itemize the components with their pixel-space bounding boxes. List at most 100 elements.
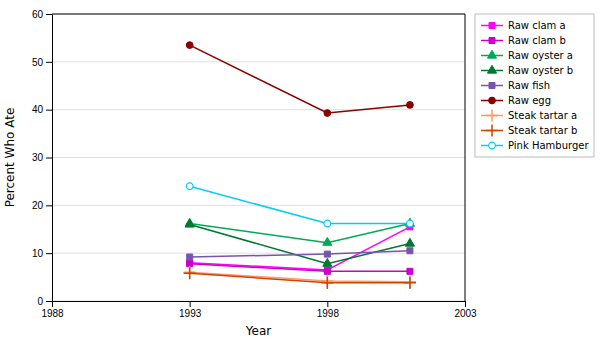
tick: 1988 — [41, 301, 64, 319]
point — [407, 101, 414, 108]
point — [405, 238, 414, 246]
series-line — [190, 224, 410, 243]
tick: 2003 — [454, 301, 477, 319]
legend-frame — [475, 14, 594, 157]
grid-line — [52, 253, 465, 254]
legend-symbol — [489, 23, 495, 29]
frame — [52, 14, 465, 15]
tick-mark — [465, 301, 466, 307]
tick-label: 1993 — [179, 308, 202, 319]
legend-item: Pink Hamburger — [481, 140, 589, 151]
point — [407, 268, 413, 274]
point — [185, 218, 194, 226]
point — [185, 219, 194, 227]
tick-label: 0 — [37, 296, 43, 307]
legend-symbol — [487, 50, 496, 58]
tick: 60 — [32, 9, 52, 20]
tick-mark — [46, 158, 52, 159]
series-line — [190, 45, 410, 113]
series-line — [190, 272, 410, 282]
legend-label: Raw clam b — [508, 35, 566, 46]
point — [404, 277, 416, 289]
point — [187, 260, 193, 266]
tick-mark — [46, 253, 52, 254]
tick-label: 50 — [32, 57, 44, 68]
point — [323, 258, 332, 266]
grid-line — [52, 61, 465, 62]
point — [321, 277, 333, 289]
series-line — [190, 251, 410, 257]
legend-item: Raw clam b — [481, 35, 566, 46]
legend-item: Raw oyster a — [481, 50, 573, 61]
y-axis: 0 10 20 30 40 50 60 — [32, 9, 53, 307]
point — [405, 218, 414, 226]
chart: 1988 1993 1998 2003 0 10 20 30 40 50 60 Year Percent… — [0, 0, 600, 343]
axis-line — [46, 15, 53, 302]
axis-line — [53, 302, 466, 308]
tick-mark — [46, 205, 52, 206]
series-line — [190, 273, 410, 283]
point — [404, 276, 416, 288]
point — [323, 237, 332, 245]
tick-label: 20 — [32, 200, 44, 211]
tick: 1998 — [317, 301, 340, 319]
legend-label: Steak tartar a — [508, 110, 577, 121]
x-axis-title: Year — [245, 324, 271, 338]
point — [187, 254, 193, 260]
grid — [52, 14, 465, 301]
grid-line — [52, 157, 465, 158]
legend-label: Raw oyster b — [508, 65, 573, 76]
legend-label: Steak tartar b — [508, 125, 577, 136]
point — [324, 251, 330, 257]
tick: 10 — [32, 248, 52, 259]
plot: 1988 1993 1998 2003 0 10 20 30 40 50 60 — [32, 9, 477, 319]
tick-mark — [46, 301, 52, 302]
legend-symbol — [489, 83, 495, 89]
tick-label: 30 — [32, 152, 44, 163]
series-line — [190, 224, 410, 263]
tick: 30 — [32, 152, 52, 163]
legend-label: Raw fish — [508, 80, 550, 91]
tick-label: 1998 — [317, 308, 340, 319]
legend-item: Steak tartar a — [481, 109, 577, 121]
tick-label: 1988 — [41, 308, 64, 319]
tick-label: 2003 — [454, 308, 477, 319]
point — [186, 42, 193, 49]
series-line — [190, 186, 410, 223]
legend-symbol — [486, 109, 498, 121]
tick: 50 — [32, 57, 52, 68]
tick: 0 — [37, 296, 52, 307]
legend-item: Raw oyster b — [481, 65, 573, 76]
legend-label: Pink Hamburger — [508, 140, 589, 151]
legend: Raw clam a Raw clam b Raw oyster a Raw oyst… — [475, 14, 594, 157]
x-axis: 1988 1993 1998 2003 — [41, 301, 477, 319]
point — [186, 183, 193, 190]
y-axis-title: Percent Who Ate — [3, 108, 17, 208]
tick: 40 — [32, 104, 52, 115]
tick: 20 — [32, 200, 52, 211]
legend-symbol — [487, 65, 496, 73]
tick-mark — [46, 62, 52, 63]
grid-line — [52, 14, 465, 15]
legend-symbol — [489, 38, 495, 44]
legend-item: Raw egg — [481, 95, 551, 106]
tick-label: 10 — [32, 248, 44, 259]
tick-label: 40 — [32, 104, 44, 115]
legend-symbol — [489, 142, 496, 149]
tick-mark — [46, 110, 52, 111]
frame — [465, 14, 466, 301]
grid-line — [52, 109, 465, 110]
point — [407, 248, 413, 254]
tick-mark — [46, 14, 52, 15]
point — [184, 266, 196, 278]
marks — [184, 42, 416, 289]
legend-label: Raw clam a — [508, 20, 566, 31]
tick-mark — [327, 301, 328, 307]
point — [324, 220, 331, 227]
legend-symbol — [486, 124, 498, 136]
point — [407, 220, 414, 227]
legend-label: Raw egg — [508, 95, 551, 106]
legend-symbol — [489, 97, 496, 104]
tick-mark — [190, 301, 191, 307]
point — [324, 268, 330, 274]
